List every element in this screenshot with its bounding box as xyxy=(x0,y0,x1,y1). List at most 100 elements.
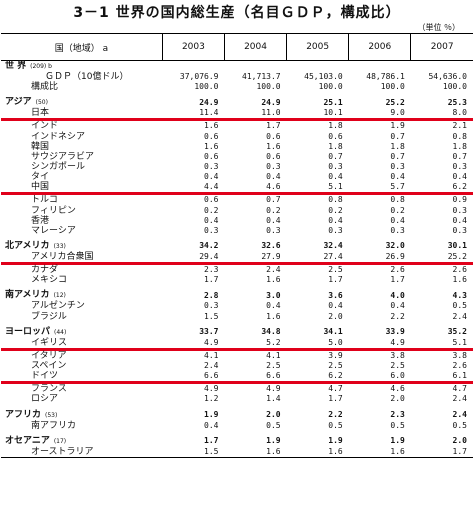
value-cell: 1.8 xyxy=(328,121,343,131)
value-cell: 0.4 xyxy=(390,301,405,311)
header-country: 国（地域） a xyxy=(1,33,163,61)
value-cell: 0.4 xyxy=(204,172,219,182)
table-row: イタリア 4.1 4.1 3.9 3.8 3.8 xyxy=(1,349,473,361)
value-cell: 3.8 xyxy=(390,350,405,360)
value-cell: 3.6 xyxy=(328,290,343,300)
row-label-text: ブラジル xyxy=(31,311,67,322)
region-row: アジア (50) 24.9 24.9 25.1 25.2 25.3 xyxy=(1,97,473,108)
table-row: 韓国 1.6 1.6 1.8 1.8 1.8 xyxy=(1,142,473,152)
table-row: インド 1.6 1.7 1.8 1.9 2.1 xyxy=(1,120,473,132)
row-label: オーストラリア xyxy=(1,446,163,458)
row-label-text: フィリピン xyxy=(31,205,76,216)
value-cell: 2.2 xyxy=(328,410,343,420)
row-label-text: 北アメリカ xyxy=(5,240,50,251)
table-row: サウジアラビア 0.6 0.6 0.7 0.7 0.7 xyxy=(1,152,473,162)
table-row: ブラジル 1.5 1.6 2.0 2.2 2.4 xyxy=(1,312,473,322)
row-label: オセアニア (17) xyxy=(1,436,162,447)
value-cell: 0.2 xyxy=(204,205,219,215)
row-label: インドネシア xyxy=(1,132,162,142)
row-label-text: イギリス xyxy=(31,337,68,348)
value-cell: 33.7 xyxy=(199,327,219,337)
row-label: 韓国 xyxy=(1,142,162,152)
value-cell: 0.6 xyxy=(328,131,343,141)
table-row: メキシコ 1.7 1.6 1.7 1.7 1.6 xyxy=(1,275,473,285)
table-row: オーストラリア 1.5 1.6 1.6 1.6 1.7 xyxy=(1,446,473,458)
value-cell: 1.9 xyxy=(390,436,405,446)
value-cell: 5.1 xyxy=(286,182,349,196)
table-row: 中国 4.4 4.6 5.1 5.7 6.2 xyxy=(1,182,473,196)
value-cell: 34.2 xyxy=(199,241,219,251)
value-cell: 6.1 xyxy=(410,371,473,385)
row-label-text: インド xyxy=(31,121,59,132)
row-label: アルゼンチン xyxy=(1,301,162,311)
row-label-text: フランス xyxy=(31,384,67,395)
value-cell: 4.1 xyxy=(266,350,281,360)
row-label-text: メキシコ xyxy=(31,275,68,286)
value-cell: 4.9 xyxy=(266,384,281,394)
value-cell: 100.0 xyxy=(442,82,467,92)
value-cell: 100.0 xyxy=(318,82,343,92)
table-row: 香港 0.4 0.4 0.4 0.4 0.4 xyxy=(1,216,473,226)
value-cell: 2.4 xyxy=(266,265,281,275)
value-cell: 25.2 xyxy=(385,97,405,107)
value-cell: 41,713.7 xyxy=(242,72,281,82)
table-row: 構成比 100.0 100.0 100.0 100.0 100.0 xyxy=(1,82,473,92)
page-title: 3－1 世界の国内総生産（名目ＧＤＰ，構成比） xyxy=(73,5,401,21)
value-cell: 0.6 xyxy=(266,151,281,161)
row-label: 香港 xyxy=(1,216,162,226)
country-count-note: (12) xyxy=(53,292,66,300)
header-year: 2005 xyxy=(286,33,349,61)
row-label: カナダ xyxy=(1,264,162,276)
row-label: ＧＤＰ（10億ドル） xyxy=(1,72,162,82)
value-cell xyxy=(349,61,411,73)
value-cell: 2.0 xyxy=(328,311,343,321)
value-cell: 2.5 xyxy=(328,265,343,275)
row-label: トルコ xyxy=(1,194,162,206)
value-cell: 1.6 xyxy=(204,121,219,131)
value-cell: 0.9 xyxy=(452,195,467,205)
table-row: カナダ 2.3 2.4 2.5 2.6 2.6 xyxy=(1,264,473,276)
region-row: 北アメリカ (33) 34.2 32.6 32.4 32.0 30.1 xyxy=(1,241,473,252)
country-count-note: (17) xyxy=(53,437,67,445)
row-label-text: イタリア xyxy=(31,350,67,361)
value-cell: 1.6 xyxy=(452,275,467,285)
row-label: 世 界 (209) b xyxy=(1,61,162,73)
row-label-text: マレーシア xyxy=(31,225,76,236)
row-label-text: インドネシア xyxy=(31,131,86,142)
value-cell: 0.4 xyxy=(452,215,467,225)
table-row: マレーシア 0.3 0.3 0.3 0.3 0.3 xyxy=(1,226,473,236)
value-cell: 0.4 xyxy=(204,420,219,430)
row-label-text: 世 界 xyxy=(5,61,27,71)
value-cell: 1.4 xyxy=(266,394,281,404)
value-cell: 0.3 xyxy=(266,225,281,235)
header-year: 2006 xyxy=(348,33,411,61)
value-cell: 0.7 xyxy=(390,151,405,161)
value-cell: 2.4 xyxy=(452,394,467,404)
value-cell: 1.7 xyxy=(328,275,343,285)
value-cell: 0.8 xyxy=(390,195,405,205)
value-cell: 6.2 xyxy=(410,182,473,196)
value-cell: 2.8 xyxy=(204,290,219,300)
value-cell: 0.3 xyxy=(390,225,405,235)
row-label: 日本 xyxy=(1,108,163,122)
value-cell: 4.7 xyxy=(452,384,467,394)
value-cell xyxy=(287,61,349,73)
region-row: ヨーロッパ (44) 33.7 34.8 34.1 33.9 35.2 xyxy=(1,327,473,338)
value-cell: 2.4 xyxy=(204,361,219,371)
row-label-text: オセアニア xyxy=(5,435,50,446)
value-cell: 2.6 xyxy=(452,361,467,371)
value-cell: 25.1 xyxy=(323,97,343,107)
value-cell: 1.6 xyxy=(348,446,411,458)
value-cell: 34.8 xyxy=(261,327,281,337)
value-cell: 6.2 xyxy=(286,371,349,385)
value-cell: 0.2 xyxy=(328,205,343,215)
value-cell: 2.2 xyxy=(390,311,405,321)
value-cell: 0.6 xyxy=(204,195,219,205)
row-label: イタリア xyxy=(1,349,162,361)
region-row: 南アメリカ (12) 2.8 3.0 3.6 4.0 4.3 xyxy=(1,290,473,301)
row-label: フランス xyxy=(1,383,162,395)
value-cell: 30.1 xyxy=(447,241,467,251)
value-cell: 0.4 xyxy=(452,172,467,182)
value-cell: 11.4 xyxy=(162,108,225,122)
value-cell: 100.0 xyxy=(256,82,281,92)
